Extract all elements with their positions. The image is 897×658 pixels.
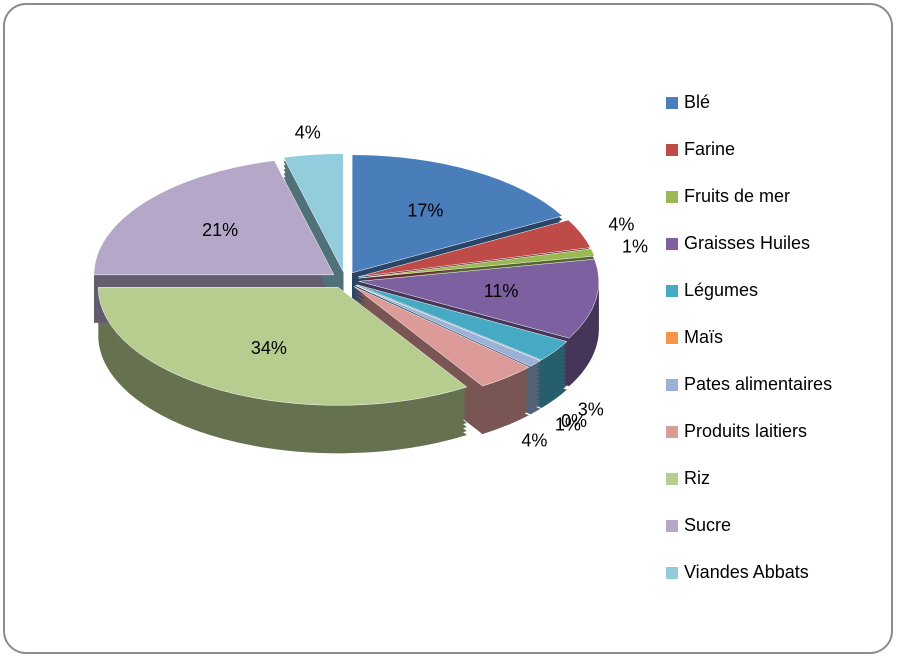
legend-label: Graisses Huiles (684, 233, 810, 253)
data-label: 1% (555, 414, 581, 434)
slice (98, 287, 468, 406)
legend-swatch (666, 144, 678, 156)
slice (357, 219, 591, 278)
legend-label: Produits laitiers (684, 421, 807, 441)
legend-label: Viandes Abbats (684, 562, 809, 582)
data-label: 11% (484, 281, 519, 301)
slice (353, 286, 530, 387)
data-label: 3% (578, 400, 604, 420)
legend-swatch (666, 191, 678, 203)
slice (358, 248, 595, 279)
data-label: 0% (561, 411, 587, 431)
legend-label: Blé (684, 92, 710, 112)
legend-swatch (666, 97, 678, 109)
legend-label: Pates alimentaires (684, 374, 832, 394)
legend-label: Maïs (684, 327, 723, 347)
legend-swatch (666, 332, 678, 344)
slice (356, 284, 568, 361)
legend-swatch (666, 285, 678, 297)
slice (355, 285, 541, 367)
legend-label: Sucre (684, 515, 731, 535)
legend-swatch (666, 379, 678, 391)
data-label: 21% (202, 220, 238, 240)
slice (358, 258, 600, 339)
data-label: 1% (622, 237, 648, 257)
legend-swatch (666, 426, 678, 438)
legend-label: Fruits de mer (684, 186, 790, 206)
pie (93, 153, 600, 454)
data-label: 4% (521, 431, 547, 451)
slice (355, 285, 541, 361)
legend-label: Farine (684, 139, 735, 159)
data-label: 4% (295, 122, 321, 142)
legend-swatch (666, 567, 678, 579)
legend-swatch (666, 520, 678, 532)
legend-swatch (666, 238, 678, 250)
data-label: 17% (407, 201, 443, 221)
legend-swatch (666, 473, 678, 485)
data-label: 4% (608, 214, 634, 234)
slice (283, 153, 344, 272)
slice (351, 154, 563, 274)
data-label: 34% (251, 338, 287, 358)
legend-label: Riz (684, 468, 710, 488)
legend-label: Légumes (684, 280, 758, 300)
slice (93, 160, 335, 276)
